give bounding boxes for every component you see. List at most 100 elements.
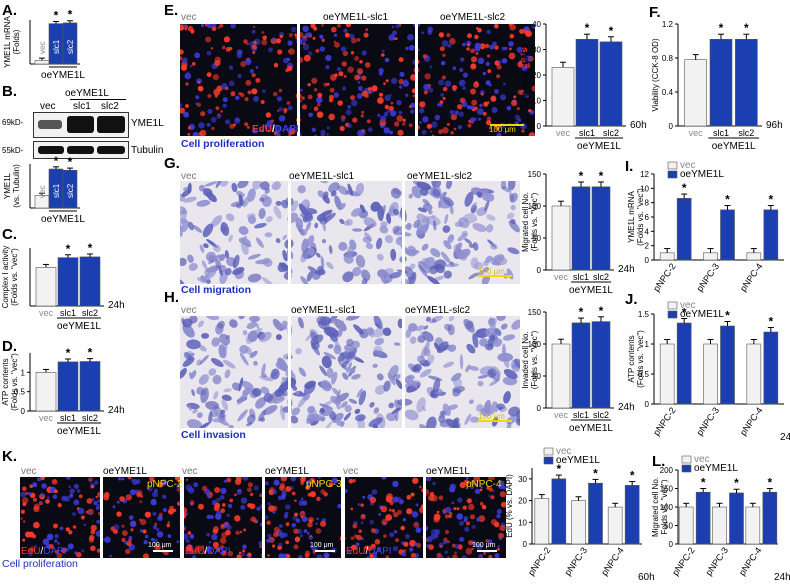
h-invasion-image xyxy=(180,316,520,428)
y-tick-label: 0.8 xyxy=(662,54,674,63)
significance-star: * xyxy=(701,476,706,490)
legend-label: vec xyxy=(556,446,572,457)
k-divider-5 xyxy=(423,477,426,558)
significance-star: * xyxy=(66,242,71,256)
significance-star: * xyxy=(579,305,584,319)
y-tick-label: 30 xyxy=(518,475,527,484)
bar-slc2 xyxy=(62,22,78,65)
y-axis-label: YME1L xyxy=(3,172,12,199)
bar-slc2 xyxy=(62,169,78,209)
y-axis-label: (vs. Tubulin) xyxy=(12,164,21,208)
y-tick-label: 50 xyxy=(532,234,541,243)
bar-vec-pNPC-3 xyxy=(712,506,727,545)
category-label: slc2 xyxy=(66,39,75,54)
y-axis-label: Invaded cell No. xyxy=(521,331,530,388)
k-divider-2 xyxy=(180,477,184,558)
time-label: 24h xyxy=(618,402,635,413)
bar-slc2 xyxy=(591,321,611,409)
significance-star: * xyxy=(744,21,749,35)
y-tick-label: 100 xyxy=(528,202,542,211)
y-tick-label: 6 xyxy=(645,213,650,222)
time-label: 24h xyxy=(774,572,790,583)
y-tick-label: 150 xyxy=(528,170,542,179)
legend-label: oeYME1L xyxy=(680,309,724,320)
category-label: slc1 xyxy=(52,183,61,198)
bar-slc2 xyxy=(591,186,611,271)
k-col-vec-2: vec xyxy=(182,466,198,477)
y-tick-label: 150 xyxy=(528,308,542,317)
significance-star: * xyxy=(54,154,59,168)
panel-letter-k: K. xyxy=(2,448,17,465)
category-label: pNPC-3 xyxy=(695,261,722,293)
category-label: pNPC-2 xyxy=(651,405,678,437)
h-caption: Cell invasion xyxy=(181,429,246,441)
k-divider-4 xyxy=(341,477,345,558)
category-label: pNPC-3 xyxy=(695,405,722,437)
group-label: oeYME1L xyxy=(41,214,85,225)
legend-swatch-vec xyxy=(667,161,678,170)
category-label: vec xyxy=(556,128,571,138)
panel-letter-g: G. xyxy=(164,155,180,172)
bar-oeYME1L-pNPC-4 xyxy=(762,491,778,545)
e-scale-label: 100 μm xyxy=(489,125,516,134)
g-col-slc2: oeYME1L-slc2 xyxy=(407,171,473,182)
bar-slc2 xyxy=(735,38,758,127)
legend-label: oeYME1L xyxy=(680,169,724,180)
significance-star: * xyxy=(725,309,730,323)
k-scale-bar-1 xyxy=(153,550,173,552)
y-axis-label: (Folds vs. "Vec") xyxy=(530,330,539,389)
group-label: oeYME1L xyxy=(41,70,85,81)
bar-oeYME1L-pNPC-2 xyxy=(695,491,711,545)
y-axis-label: EdU (% vs. DAPI) xyxy=(505,474,514,538)
bar-vec-pNPC-2 xyxy=(534,498,550,545)
bar-slc1 xyxy=(571,322,591,409)
significance-star: * xyxy=(585,21,590,35)
category-label: slc1 xyxy=(579,128,595,138)
k-scale-label-3: 100 μm xyxy=(472,542,496,549)
y-tick-label: 200 xyxy=(660,466,674,475)
chart-d-atp: 0 0.5 1 ATP contents (Folds vs. "vec") vec * sl… xyxy=(1,346,125,437)
y-tick-label: 8 xyxy=(645,199,650,208)
bar-vec xyxy=(551,205,571,271)
bar-oeYME1L-pNPC-3 xyxy=(720,209,735,261)
k-col-vec-3: vec xyxy=(343,466,359,477)
e-divider-2 xyxy=(415,24,418,136)
significance-star: * xyxy=(682,306,687,320)
y-tick-label: 40 xyxy=(532,20,541,29)
bar-vec xyxy=(35,267,57,307)
significance-star: * xyxy=(54,8,59,22)
y-axis-label: (Folds vs. "vec") xyxy=(10,353,19,411)
wb-label-tubulin: Tubulin xyxy=(131,145,164,156)
category-label: slc2 xyxy=(66,183,75,198)
panel-letter-e: E. xyxy=(164,2,179,19)
bar-slc2 xyxy=(599,41,623,127)
y-tick-label: 100 xyxy=(528,340,542,349)
y-tick-label: 0 xyxy=(537,404,542,413)
k-label-pnpc4: pNPC-4 xyxy=(466,479,502,490)
category-label: slc2 xyxy=(82,413,98,423)
significance-star: * xyxy=(579,169,584,183)
k-col-oe-2: oeYME1L xyxy=(265,466,309,477)
bar-vec-pNPC-2 xyxy=(678,506,694,545)
k-label-pnpc3: pNPC-3 xyxy=(306,479,342,490)
y-tick-label: 1.2 xyxy=(662,20,674,29)
bar-vec xyxy=(35,372,57,412)
wb-label-yme1l: YME1L xyxy=(131,118,164,129)
bar-slc1 xyxy=(57,361,79,412)
bar-oeYME1L-pNPC-4 xyxy=(763,331,779,405)
e-scale-bar xyxy=(490,124,524,126)
y-tick-label: 4 xyxy=(645,227,650,236)
chart-b-protein: YME1L (vs. Tubulin) vec * slc1 * slc2 oeYME1L xyxy=(3,154,85,225)
time-label: 24h xyxy=(618,264,635,275)
panel-letter-a: A. xyxy=(2,2,17,19)
wb-kd-69: 69kD- xyxy=(2,118,24,127)
y-tick-label: 1.5 xyxy=(638,310,650,319)
g-divider-2 xyxy=(402,181,405,284)
legend-swatch-oeYME1L xyxy=(543,456,554,465)
panel-letter-d: D. xyxy=(2,338,17,355)
legend-swatch-vec xyxy=(681,455,692,464)
wb-lane-slc2: slc2 xyxy=(101,101,119,112)
y-axis-label: Migrated cell No. xyxy=(521,192,530,252)
category-label: slc1 xyxy=(573,272,589,282)
g-scale-label: 100 μm xyxy=(478,267,505,276)
